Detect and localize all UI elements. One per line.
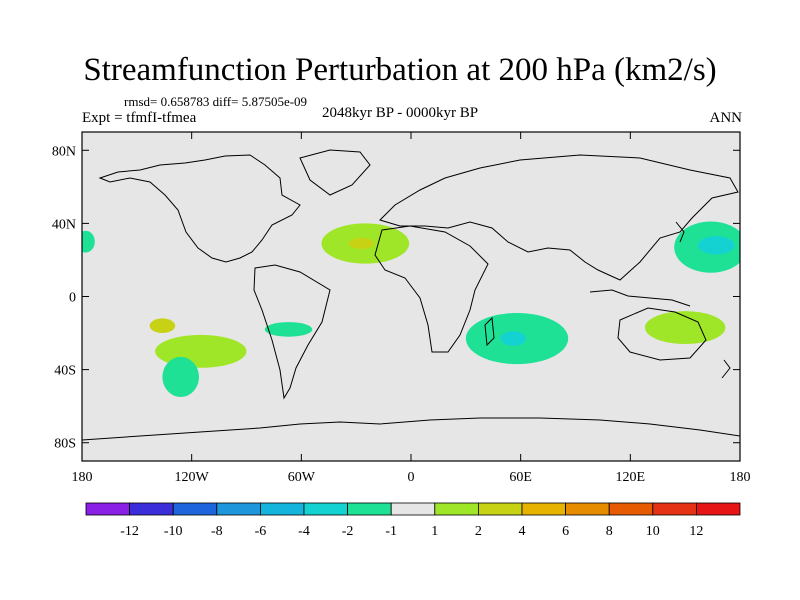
coast-africa [374, 225, 489, 353]
colorbar-label: 6 [562, 524, 569, 539]
coast-new-zealand [721, 359, 731, 379]
colorbar-label: -1 [385, 524, 397, 539]
coast-north-america [98, 154, 301, 263]
y-axis: 80N 40N 0 40S 80S [52, 144, 740, 452]
plot-title: Streamfunction Perturbation at 200 hPa (… [83, 52, 717, 88]
colorbar-swatch [434, 502, 479, 516]
y-tick-label: 40N [52, 217, 76, 232]
colorbar: -12 -10 -8 -6 -4 -2 -1 1 2 4 6 8 10 12 [85, 502, 741, 539]
x-tick-label: 180 [730, 470, 751, 485]
x-axis: 180 120W 60W 0 60E 120E 180 [72, 132, 751, 485]
colorbar-label: 1 [431, 524, 438, 539]
colorbar-swatch [347, 502, 392, 516]
region-south-atlantic-negative [264, 322, 313, 337]
colorbar-label: -10 [164, 524, 183, 539]
anomaly-layer [82, 221, 740, 398]
region-south-pacific-positive-core [149, 318, 176, 334]
y-tick-label: 80S [54, 437, 76, 452]
colorbar-label: -8 [211, 524, 223, 539]
colorbar-swatch [172, 502, 218, 516]
colorbar-label: -6 [255, 524, 267, 539]
colorbar-swatch [608, 502, 654, 516]
colorbar-swatch [521, 502, 566, 516]
region-east-pacific-edge-negative [82, 230, 95, 253]
y-tick-label: 80N [52, 144, 76, 159]
coast-australia [617, 307, 707, 361]
colorbar-label: 4 [519, 524, 526, 539]
colorbar-swatch [696, 502, 741, 516]
x-tick-label: 60E [509, 470, 532, 485]
colorbar-label: 2 [475, 524, 482, 539]
coast-indonesia [589, 289, 691, 307]
colorbar-swatch [303, 502, 348, 516]
coast-japan [675, 221, 685, 243]
colorbar-label: -4 [298, 524, 310, 539]
x-tick-label: 120E [616, 470, 646, 485]
x-tick-label: 60W [288, 470, 316, 485]
region-australia-positive [644, 311, 726, 345]
region-north-pacific-negative-core [697, 236, 735, 255]
colorbar-swatch [565, 502, 610, 516]
colorbar-swatch [85, 502, 130, 516]
coast-south-america [253, 264, 331, 400]
colorbar-swatch [390, 502, 436, 516]
experiment-label: Expt = tfmfI-tfmea [82, 110, 197, 126]
map-background [82, 132, 740, 461]
colorbar-swatch [129, 502, 174, 516]
colorbar-label: 8 [606, 524, 613, 539]
coast-madagascar [484, 316, 495, 347]
x-tick-label: 180 [72, 470, 93, 485]
colorbar-label: -2 [342, 524, 354, 539]
coast-eurasia [379, 154, 739, 281]
y-tick-label: 40S [54, 364, 76, 379]
colorbar-swatch [652, 502, 697, 516]
region-indian-ocean-negative-core [500, 331, 527, 346]
stats-line: rmsd= 0.658783 diff= 5.87505e-09 [124, 94, 308, 109]
coast-antarctica [82, 417, 740, 441]
colorbar-swatch [216, 502, 261, 516]
period-label: 2048kyr BP - 0000kyr BP [322, 105, 479, 121]
colorbar-label: 12 [689, 524, 703, 539]
coast-greenland [299, 149, 371, 196]
region-south-pacific-negative [162, 356, 199, 398]
colorbar-label: -12 [120, 524, 139, 539]
x-tick-label: 0 [408, 470, 415, 485]
colorbar-label: 10 [646, 524, 660, 539]
region-north-atlantic-positive-core [348, 238, 375, 249]
colorbar-swatch [259, 502, 305, 516]
season-label: ANN [709, 110, 743, 126]
y-tick-label: 0 [69, 291, 76, 306]
coastlines [82, 149, 740, 441]
colorbar-swatch [477, 502, 523, 516]
x-tick-label: 120W [175, 470, 210, 485]
